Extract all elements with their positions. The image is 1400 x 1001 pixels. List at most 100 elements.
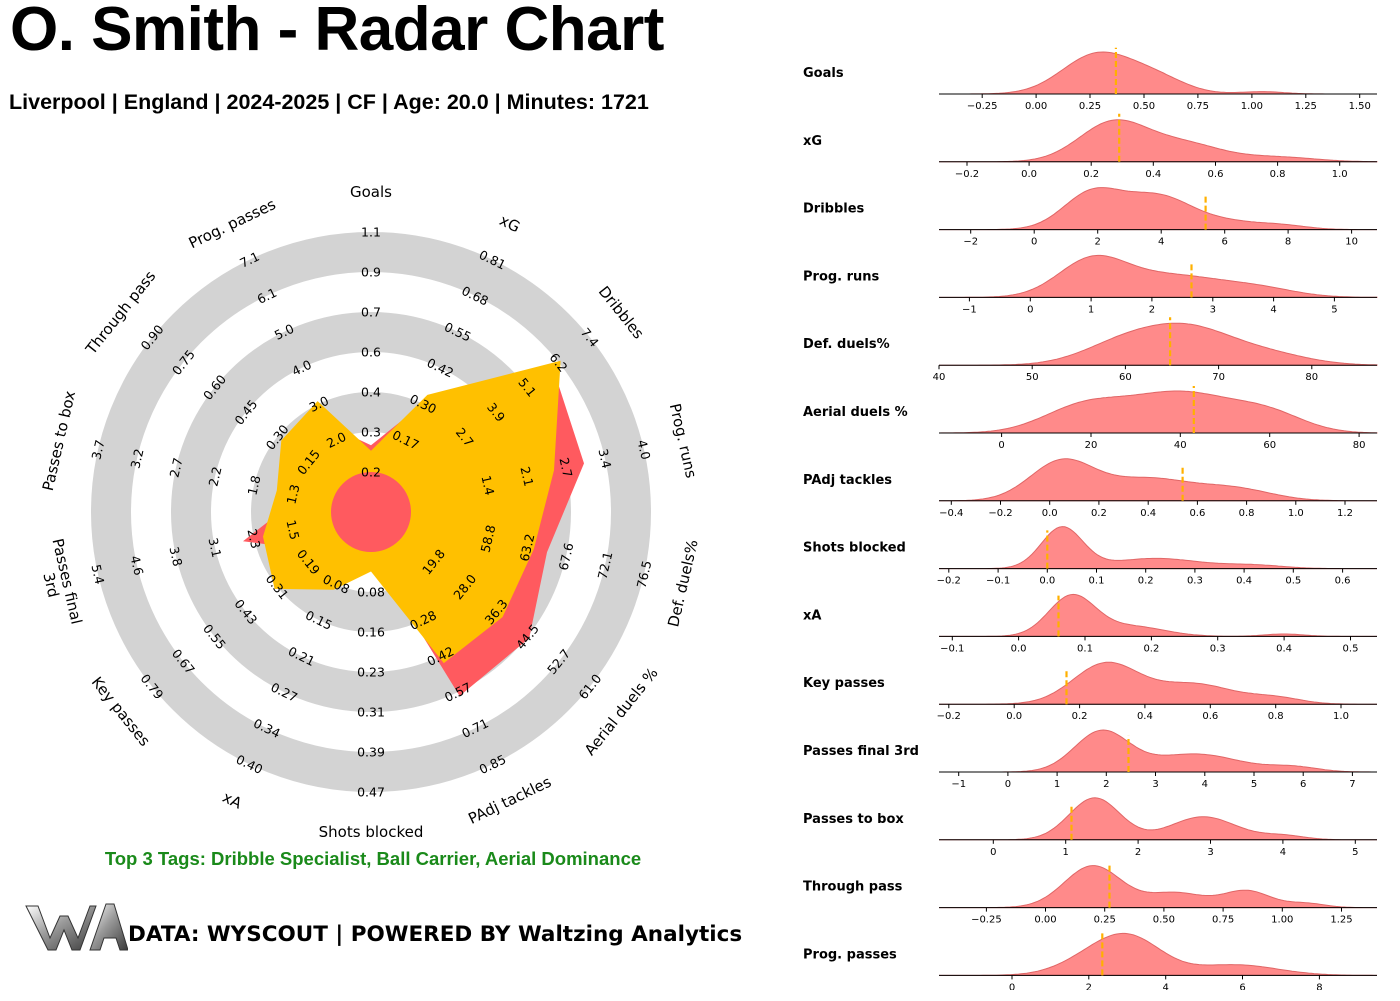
kde-tick-label: 0.2 [1091, 508, 1107, 519]
kde-tick-label: −0.25 [967, 101, 998, 112]
kde-area [939, 797, 1377, 841]
kde-tick-label: 6 [1222, 237, 1228, 248]
kde-area [939, 526, 1377, 570]
kde-panel-label: Dribbles [803, 202, 865, 217]
kde-panel-label: PAdj tackles [803, 473, 892, 488]
kde-panel-label: Prog. runs [803, 269, 880, 284]
kde-tick-label: 0 [1009, 982, 1015, 990]
kde-tick-label: 5 [1352, 847, 1358, 858]
kde-tick-label: 0.0 [1006, 711, 1022, 722]
kde-tick-label: 80 [1353, 440, 1366, 451]
radar-ring-value-label: 1.1 [361, 225, 381, 240]
radar-axis-label: Dribbles [595, 283, 648, 343]
kde-area [939, 119, 1378, 163]
radar-ring-value-label: 76.5 [634, 559, 655, 589]
radar-ring-value-label: 63.2 [517, 532, 538, 562]
kde-tick-label: 0 [1031, 237, 1037, 248]
kde-tick-label: 4 [1280, 847, 1286, 858]
kde-panel-label: Key passes [803, 676, 885, 691]
kde-tick-label: 0.00 [1034, 915, 1056, 926]
kde-tick-label: 0.00 [1025, 101, 1047, 112]
kde-tick-label: 0.2 [1143, 643, 1159, 654]
kde-area [939, 593, 1377, 637]
radar-ring-value-label: 3.4 [595, 447, 614, 470]
radar-axis-label: Shots blocked [319, 823, 424, 841]
radar-axis-label: Passes to box [39, 389, 79, 493]
radar-ring-value-label: 0.08 [357, 585, 385, 600]
radar-ring-band [91, 232, 651, 792]
kde-area [939, 51, 1377, 95]
radar-ring-value-label: 0.2 [361, 465, 381, 480]
radar-axis-label: xG [497, 211, 523, 236]
kde-tick-label: 4 [1163, 982, 1169, 990]
kde-tick-label: 2 [1086, 982, 1092, 990]
kde-panel-label: Passes to box [803, 812, 904, 827]
radar-axis-label: Def. duels% [664, 538, 701, 629]
kde-area [939, 254, 1378, 298]
radar-ring-value-label: 5.4 [88, 563, 107, 586]
kde-tick-label: 4 [1158, 237, 1164, 248]
kde-area [939, 458, 1377, 502]
kde-tick-label: 1.50 [1349, 101, 1371, 112]
kde-tick-label: 0.8 [1268, 711, 1284, 722]
kde-tick-label: 0.0 [1011, 643, 1027, 654]
radar-ring-value-label: 67.6 [556, 541, 577, 572]
kde-tick-label: 0.75 [1212, 915, 1234, 926]
kde-tick-label: 0.1 [1089, 576, 1105, 587]
kde-tick-label: 20 [1085, 440, 1098, 451]
kde-tick-label: 0.6 [1189, 508, 1205, 519]
kde-tick-label: 0.50 [1153, 915, 1175, 926]
radar-ring-value-label: 0.9 [361, 265, 381, 280]
kde-tick-label: −0.2 [937, 576, 961, 587]
kde-tick-label: 4 [1202, 779, 1208, 790]
radar-ring-value-label: 3.7 [88, 438, 107, 461]
radar-ring-value-label: 1.3 [283, 483, 302, 506]
kde-tick-label: −0.1 [940, 643, 964, 654]
kde-panel-label: Prog. passes [803, 947, 897, 962]
kde-panel-label: Aerial duels % [803, 405, 908, 420]
distribution-panels: −0.25 0.00 0.25 0.50 0.75 1.00 1.25 1.50Goals−0… [803, 47, 1378, 990]
kde-tick-label: 0.4 [1137, 711, 1153, 722]
kde-panel-label: xA [803, 608, 821, 623]
kde-tick-label: −1 [962, 304, 977, 315]
kde-tick-label: 1.00 [1271, 915, 1293, 926]
kde-tick-label: −2 [963, 237, 978, 248]
kde-tick-label: 0.3 [1187, 576, 1203, 587]
kde-tick-label: 3 [1210, 304, 1216, 315]
kde-panel-label: Through pass [803, 880, 903, 895]
kde-panel-label: Passes final 3rd [803, 744, 919, 759]
kde-area [938, 390, 1378, 434]
radar-ring-value-label: 3.2 [127, 447, 146, 470]
kde-tick-label: 1.25 [1330, 915, 1352, 926]
radar-ring-value-label: 0.4 [361, 385, 381, 400]
radar-ring-value-label: 0.16 [357, 625, 385, 640]
radar-ring-value-label: 58.8 [478, 523, 499, 554]
kde-tick-label: −0.4 [939, 508, 963, 519]
radar-axis-label: xA [220, 788, 246, 813]
kde-tick-label: 3 [1207, 847, 1213, 858]
kde-tick-label: 0.6 [1335, 576, 1351, 587]
kde-tick-label: 1.2 [1337, 508, 1353, 519]
kde-tick-label: 1.0 [1332, 169, 1348, 180]
radar-ring-value-label: 0.3 [361, 425, 381, 440]
waltzing-analytics-logo-icon [25, 903, 128, 951]
radar-average-polygon [263, 360, 561, 664]
kde-tick-label: 6 [1300, 779, 1306, 790]
kde-area [939, 187, 1377, 231]
radar-ring-value-label: 0.31 [357, 705, 385, 720]
kde-tick-label: 0.0 [1021, 169, 1037, 180]
radar-ring-value-label: 1.4 [478, 474, 497, 497]
kde-tick-label: 1.00 [1241, 101, 1263, 112]
kde-tick-label: 40 [933, 372, 946, 383]
kde-tick-label: 8 [1285, 237, 1291, 248]
kde-tick-label: −0.2 [988, 508, 1012, 519]
radar-axis-label: Passes final3rd [32, 537, 85, 630]
radar-ring-value-label: 1.8 [244, 474, 263, 497]
kde-area [939, 729, 1377, 773]
kde-tick-label: 0.4 [1236, 576, 1252, 587]
kde-tick-label: 1.0 [1288, 508, 1304, 519]
kde-tick-label: 80 [1305, 372, 1318, 383]
radar-ring-value-label: 2.3 [244, 527, 263, 550]
kde-tick-label: −0.1 [986, 576, 1010, 587]
kde-tick-label: 5 [1331, 304, 1337, 315]
